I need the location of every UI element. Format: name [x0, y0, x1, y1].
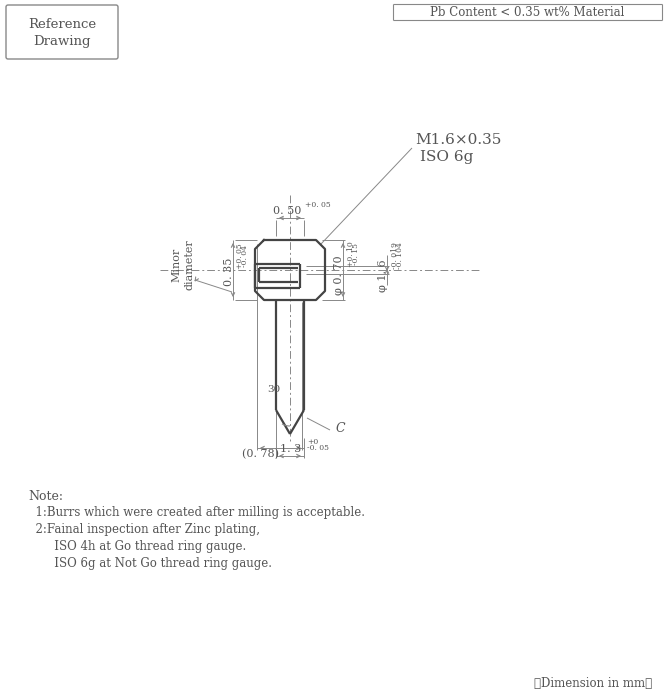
Text: φ 0. 70: φ 0. 70	[334, 256, 344, 295]
Text: C: C	[335, 421, 345, 435]
Text: 2:Fainal inspection after Zinc plating,: 2:Fainal inspection after Zinc plating,	[28, 523, 260, 536]
Text: -0. 04: -0. 04	[241, 245, 249, 267]
Text: +0. 05: +0. 05	[305, 201, 330, 209]
Text: (0. 78): (0. 78)	[242, 449, 278, 459]
Text: ISO 6g: ISO 6g	[420, 150, 474, 164]
FancyBboxPatch shape	[6, 5, 118, 59]
Text: M1.6×0.35: M1.6×0.35	[415, 133, 501, 147]
Text: Reference
Drawing: Reference Drawing	[28, 18, 96, 48]
Text: 30: 30	[268, 386, 280, 395]
Text: 1:Burrs which were created after milling is acceptable.: 1:Burrs which were created after milling…	[28, 506, 365, 519]
Text: ＜Dimension in mm＞: ＜Dimension in mm＞	[534, 677, 652, 690]
Text: -0. 104: -0. 104	[396, 243, 404, 270]
Text: 0. 35: 0. 35	[224, 258, 234, 286]
Text: ISO 6g at Not Go thread ring gauge.: ISO 6g at Not Go thread ring gauge.	[28, 557, 272, 570]
Text: 0. 50: 0. 50	[273, 206, 301, 216]
Text: Pb Content < 0.35 wt% Material: Pb Content < 0.35 wt% Material	[430, 6, 625, 18]
Text: -0. 15: -0. 15	[352, 243, 360, 265]
Text: Minor
diameter: Minor diameter	[171, 239, 195, 290]
Text: +0. 05: +0. 05	[236, 243, 244, 269]
Text: ISO 4h at Go thread ring gauge.: ISO 4h at Go thread ring gauge.	[28, 540, 246, 553]
Text: φ 1. 6: φ 1. 6	[378, 260, 388, 293]
Text: +0: +0	[307, 438, 318, 446]
Text: -0. 019: -0. 019	[391, 243, 399, 270]
Text: +0. 10: +0. 10	[347, 241, 355, 267]
Text: -0. 05: -0. 05	[307, 444, 329, 452]
Text: Note:: Note:	[28, 490, 63, 503]
Text: 1. 3: 1. 3	[280, 444, 302, 454]
